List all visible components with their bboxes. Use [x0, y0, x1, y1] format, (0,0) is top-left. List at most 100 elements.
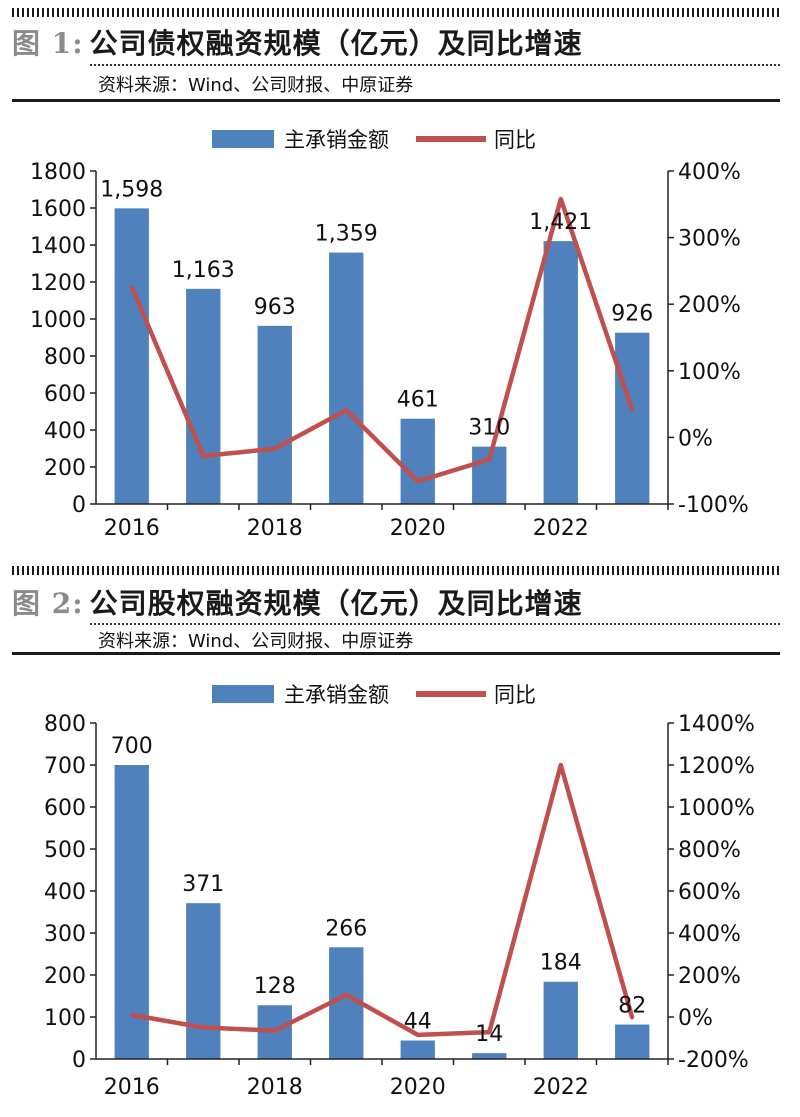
chart1-yoy-point-2017: [201, 454, 205, 458]
chart1-data-label-2016: 1,598: [100, 177, 163, 202]
chart2-yoy-point-2021: [487, 1030, 491, 1034]
chart2-data-label-2020: 44: [404, 1010, 432, 1035]
chart1-left-tick-label: 1800: [30, 160, 86, 185]
chart1-bar-2020: [400, 418, 435, 504]
chart1-yoy-point-2022: [559, 197, 563, 201]
chart1-yoy-point-2016: [130, 285, 134, 289]
fig2-title-number: 图 2:: [12, 587, 84, 620]
fig2-chart: 主承销金额 同比 0 100 200 300 400 500 600 700 800 -200% 0% 2…: [44, 683, 755, 1100]
chart2-yoy-point-2018: [273, 1029, 277, 1033]
chart1-data-label-2022: 1,421: [529, 210, 592, 235]
chart1-bar-2022: [543, 241, 578, 504]
chart2-left-tick-label: 500: [44, 838, 86, 863]
chart2-left-tick-label: 200: [44, 964, 86, 989]
chart1-yoy-point-2020: [416, 479, 420, 483]
chart2-data-label-2019: 266: [325, 916, 367, 941]
chart1-yoy-line: [129, 196, 635, 484]
chart1-bar-2023: [615, 332, 650, 504]
chart2-right-tick-label: 600%: [678, 880, 741, 905]
chart2-yoy-point-2022: [559, 763, 563, 767]
fig2-bottom-rule: [12, 652, 780, 655]
chart1-right-tick-label: 100%: [678, 360, 741, 385]
chart1-legend-bar-swatch: [212, 130, 274, 148]
chart2-yoy-point-2020: [416, 1033, 420, 1037]
chart1-x-tick-label: 2022: [533, 516, 589, 541]
chart1-right-tick-label: -100%: [678, 493, 749, 518]
chart2-yoy-point-2023: [630, 1016, 634, 1020]
chart1-left-tick-label: 200: [44, 456, 86, 481]
chart2-bar-2023: [615, 1024, 650, 1059]
chart2-bar-2022: [543, 981, 578, 1059]
chart2-x-tick-label: 2018: [247, 1075, 303, 1100]
chart2-bar-2017: [186, 903, 221, 1059]
chart1-x-tick-label: 2016: [104, 516, 160, 541]
chart2-right-tick-label: 1200%: [678, 754, 755, 779]
chart2-legend-bar-swatch: [212, 685, 274, 703]
chart2-legend-line-label: 同比: [494, 683, 536, 707]
chart2-data-label-2022: 184: [540, 951, 582, 976]
chart2-right-tick-label: -200%: [678, 1048, 749, 1073]
chart2-left-tick-label: 100: [44, 1006, 86, 1031]
chart1-right-tick-label: 400%: [678, 160, 741, 185]
fig1-title-text: 公司债权融资规模（亿元）及同比增速: [89, 27, 583, 60]
chart1-left-tick-label: 1400: [30, 234, 86, 259]
fig2-title-text: 公司股权融资规模（亿元）及同比增速: [89, 587, 583, 620]
chart1-data-label-2023: 926: [611, 302, 653, 327]
chart2-yoy-line: [131, 762, 635, 1038]
chart1-x-tick-label: 2018: [247, 516, 303, 541]
chart2-data-label-2016: 700: [111, 734, 153, 759]
chart2-right-tick-label: 800%: [678, 838, 741, 863]
fig1-title-number: 图 1:: [12, 27, 84, 60]
chart1-yoy-point-2023: [630, 408, 634, 412]
chart1-left-tick-label: 1000: [30, 308, 86, 333]
chart2-bar-2016: [114, 765, 149, 1059]
chart1-data-label-2018: 963: [254, 295, 296, 320]
chart1-bar-2016: [114, 208, 149, 504]
chart1-yoy-point-2018: [273, 447, 277, 451]
fig1-source: 资料来源：Wind、公司财报、中原证券: [98, 75, 414, 96]
chart2-right-tick-label: 1400%: [678, 712, 755, 737]
chart2-left-tick-label: 300: [44, 922, 86, 947]
chart2-legend-bar-label: 主承销金额: [284, 683, 389, 707]
fig1-bottom-rule: [12, 99, 780, 102]
fig1-dotted-rule: [90, 64, 780, 66]
chart2-yoy-point-2017: [201, 1026, 205, 1029]
chart1-bar-2017: [186, 288, 221, 504]
chart1-legend-bar-label: 主承销金额: [284, 128, 389, 152]
chart1-data-label-2017: 1,163: [172, 258, 235, 283]
fig1-hatch-rule: [12, 8, 780, 17]
chart2-x-tick-label: 2022: [533, 1075, 589, 1100]
chart1-legend-line-label: 同比: [494, 128, 536, 152]
chart2-right-tick-label: 200%: [678, 964, 741, 989]
fig2-title: 图 2: 公司股权融资规模（亿元）及同比增速: [12, 582, 583, 622]
chart2-right-tick-label: 400%: [678, 922, 741, 947]
chart1-data-label-2021: 310: [468, 416, 510, 441]
chart2-left-tick-label: 400: [44, 880, 86, 905]
fig1-title: 图 1: 公司债权融资规模（亿元）及同比增速: [12, 22, 583, 62]
fig2-source: 资料来源：Wind、公司财报、中原证券: [98, 631, 414, 652]
chart2-bar-2020: [400, 1040, 435, 1059]
chart1-data-label-2020: 461: [397, 388, 439, 413]
fig2-hatch-rule: [12, 566, 780, 575]
chart2-yoy-point-2019: [344, 993, 348, 997]
chart1-left-tick-label: 1600: [30, 197, 86, 222]
chart1-data-label-2019: 1,359: [315, 222, 378, 247]
chart2-left-tick-label: 600: [44, 796, 86, 821]
chart2-left-tick-label: 0: [72, 1048, 86, 1073]
fig2-dotted-rule: [90, 623, 780, 625]
chart2-data-label-2021: 14: [475, 1022, 503, 1047]
chart2-right-tick-label: 1000%: [678, 796, 755, 821]
chart1-right-tick-label: 300%: [678, 227, 741, 252]
chart2-data-label-2017: 371: [182, 872, 224, 897]
chart2-data-label-2018: 128: [254, 974, 296, 999]
chart1-yoy-point-2019: [344, 408, 348, 412]
chart2-left-tick-label: 800: [44, 712, 86, 737]
chart2-bar-2021: [472, 1053, 507, 1059]
chart2-x-tick-label: 2016: [104, 1075, 160, 1100]
chart2-data-label-2023: 82: [618, 994, 646, 1019]
chart1-right-tick-label: 200%: [678, 293, 741, 318]
chart1-left-tick-label: 0: [72, 493, 86, 518]
chart1-bar-2019: [329, 252, 364, 504]
chart2-left-tick-label: 700: [44, 754, 86, 779]
chart1-yoy-point-2021: [487, 457, 491, 461]
